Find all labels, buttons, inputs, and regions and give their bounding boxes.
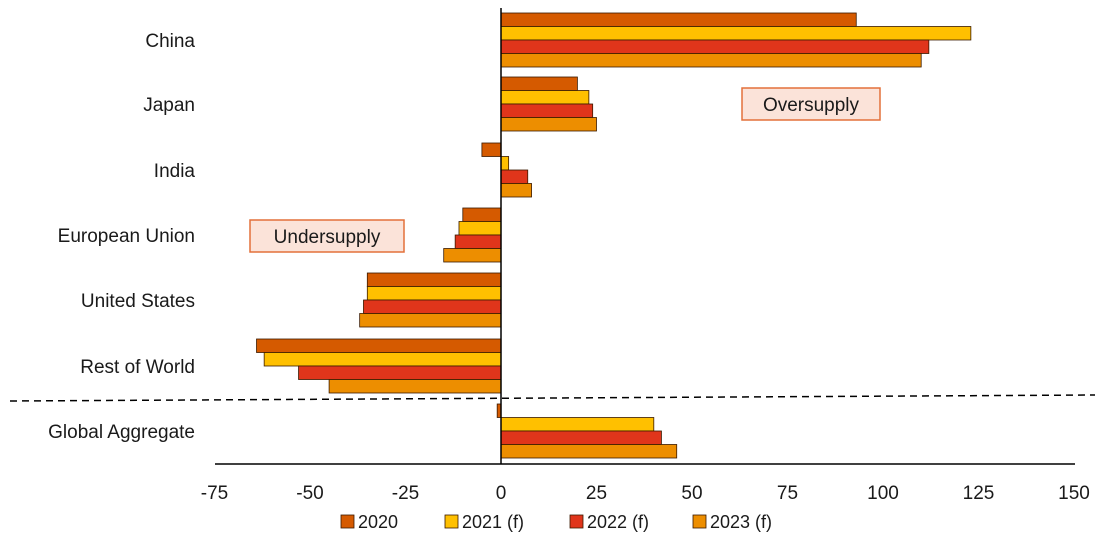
bar-global-aggregate-2021-f-: [500, 417, 655, 432]
bar-european-union-2021-f-: [458, 221, 502, 236]
legend-swatch: [444, 514, 459, 529]
undersupply-box: [249, 219, 405, 253]
undersupply-label: Undersupply: [274, 227, 381, 248]
bar-japan-2020: [500, 76, 578, 91]
legend: 2020 2021 (f) 2022 (f) 2023 (f): [340, 512, 772, 532]
legend-label: 2021 (f): [462, 512, 524, 532]
x-tick-label: -25: [392, 483, 419, 504]
bar-japan-2023-f-: [500, 117, 597, 132]
legend-label: 2020: [358, 512, 398, 532]
x-tick-label: 75: [777, 483, 798, 504]
category-label: European Union: [58, 226, 195, 247]
legend-label: 2023 (f): [710, 512, 772, 532]
bar-united-states-2021-f-: [366, 286, 502, 301]
category-label: United States: [81, 291, 195, 312]
bar-united-states-2023-f-: [359, 313, 502, 328]
bar-european-union-2023-f-: [443, 248, 502, 263]
bar-china-2022-f-: [500, 39, 930, 54]
oversupply-box: [741, 87, 881, 121]
bar-india-2023-f-: [500, 183, 532, 198]
aggregate-divider: [9, 394, 1096, 402]
annotation-oversupply: Oversupply: [741, 87, 881, 121]
x-tick-label: 50: [681, 483, 702, 504]
bar-rest-of-world-2023-f-: [328, 379, 502, 394]
x-tick-label: 125: [963, 483, 995, 504]
x-tick-label: 100: [867, 483, 899, 504]
legend-label: 2022 (f): [587, 512, 649, 532]
x-tick-label: -50: [296, 483, 323, 504]
category-label: India: [154, 161, 196, 182]
legend-swatch: [692, 514, 707, 529]
bar-china-2020: [500, 12, 857, 27]
x-tick-label: 150: [1058, 483, 1090, 504]
bar-european-union-2022-f-: [454, 234, 502, 249]
bar-india-2020: [481, 142, 502, 157]
category-label: Rest of World: [80, 357, 195, 378]
annotation-undersupply: Undersupply: [249, 219, 405, 253]
x-tick-labels: -75 -50 -25 0 25 50 75 100 125 150: [201, 483, 1090, 504]
bar-china-2021-f-: [500, 26, 972, 41]
category-labels: China Japan India European Union United Stat…: [48, 31, 195, 443]
bar-global-aggregate-2022-f-: [500, 430, 662, 445]
bar-india-2022-f-: [500, 169, 529, 184]
bar-united-states-2020: [366, 272, 502, 287]
x-tick-label: 0: [496, 483, 507, 504]
category-label: Japan: [143, 95, 195, 116]
x-tick-label: -75: [201, 483, 228, 504]
x-tick-label: 25: [586, 483, 607, 504]
bar-european-union-2020: [462, 207, 502, 222]
legend-swatch: [569, 514, 584, 529]
category-label: Global Aggregate: [48, 422, 195, 443]
oversupply-label: Oversupply: [763, 95, 860, 116]
bar-china-2023-f-: [500, 53, 922, 68]
category-label: China: [145, 31, 195, 52]
legend-swatch: [340, 514, 355, 529]
bar-rest-of-world-2020: [256, 338, 502, 353]
bar-united-states-2022-f-: [363, 299, 502, 314]
bar-japan-2021-f-: [500, 90, 590, 105]
bar-global-aggregate-2023-f-: [500, 444, 678, 459]
bar-rest-of-world-2022-f-: [298, 365, 502, 380]
bar-japan-2022-f-: [500, 103, 594, 118]
bar-rest-of-world-2021-f-: [263, 352, 502, 367]
bar-india-2021-f-: [500, 156, 510, 171]
